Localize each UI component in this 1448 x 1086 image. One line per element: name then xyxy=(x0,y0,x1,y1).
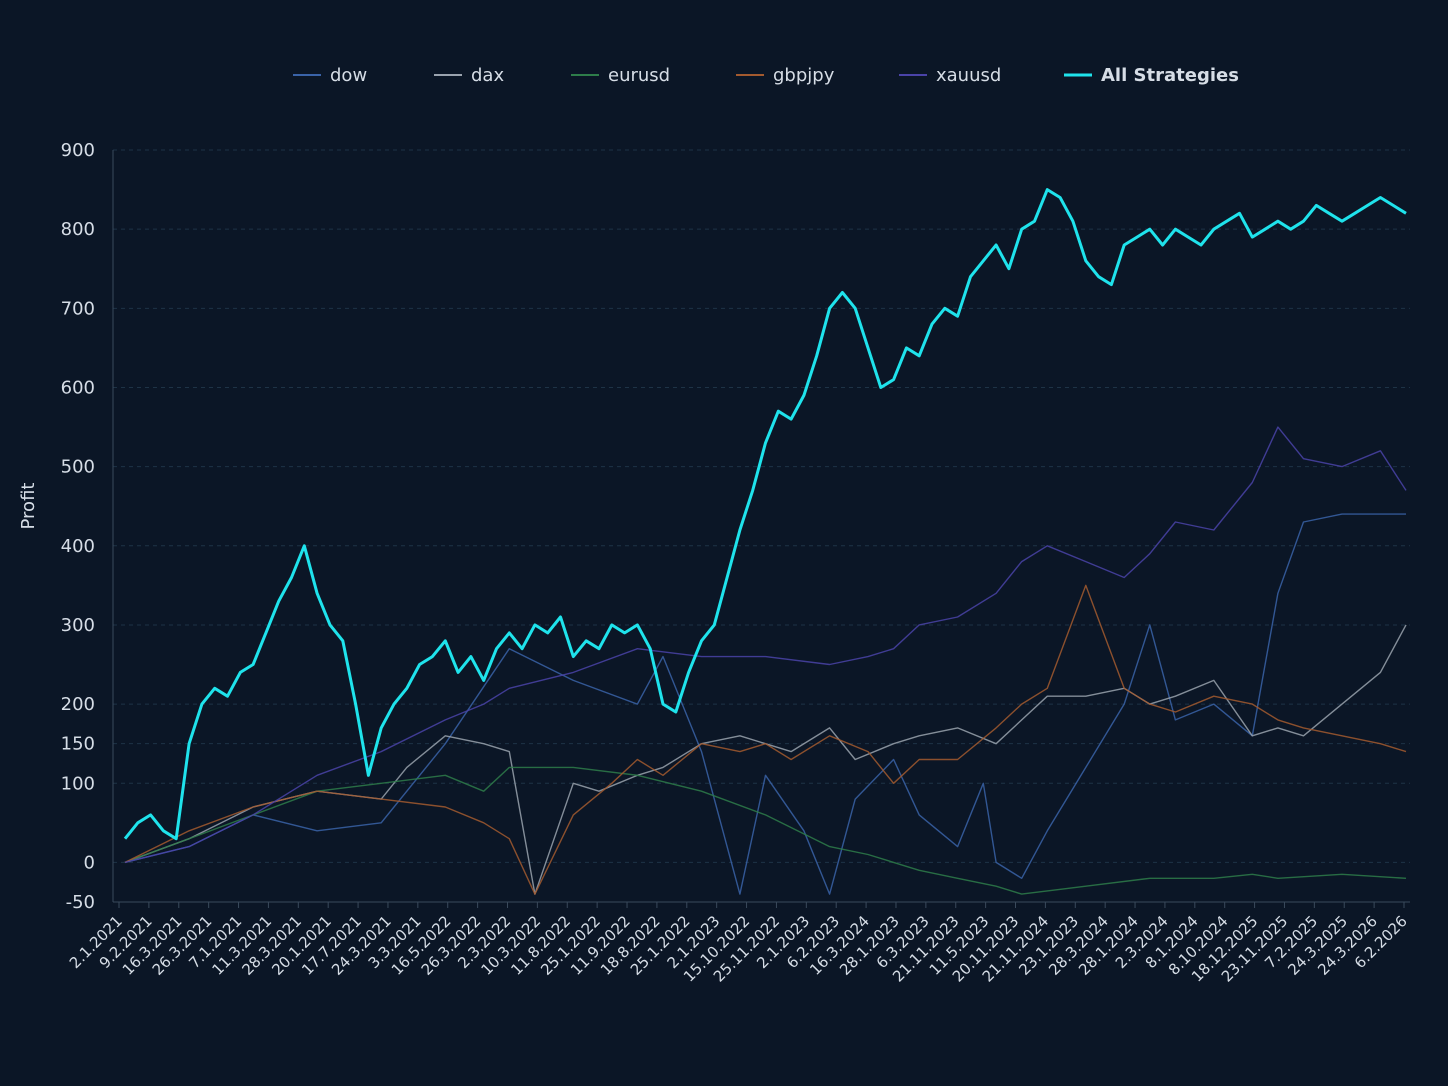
series-line-all-strategies xyxy=(123,188,1407,841)
legend-item-xauusd: xauusd xyxy=(899,65,1001,86)
legend-label: dax xyxy=(471,65,504,86)
legend-item-gbpjpy: gbpjpy xyxy=(736,65,835,86)
y-tick-label: 800 xyxy=(61,219,95,240)
gridlines xyxy=(113,149,1410,903)
y-axis-label: Profit xyxy=(18,483,39,530)
legend-item-all-strategies: All Strategies xyxy=(1064,65,1239,86)
series-line-xauusd xyxy=(124,426,1407,864)
series-line-dow xyxy=(124,513,1406,895)
y-tick-label: 150 xyxy=(61,734,95,755)
series-line-eurusd xyxy=(124,766,1407,895)
legend-item-dow: dow xyxy=(293,65,367,86)
legend-item-dax: dax xyxy=(434,65,504,86)
series-line-gbpjpy xyxy=(124,584,1407,895)
series-lines xyxy=(123,188,1407,895)
y-tick-label: 600 xyxy=(61,377,95,398)
series-line-dax xyxy=(124,624,1407,895)
y-tick-label: 100 xyxy=(61,773,95,794)
y-tick-label: -50 xyxy=(66,892,95,913)
y-tick-label: 400 xyxy=(61,536,95,557)
y-tick-label: 700 xyxy=(61,298,95,319)
legend-label: dow xyxy=(330,65,367,86)
y-tick-label: 200 xyxy=(61,694,95,715)
axes xyxy=(112,150,1410,903)
legend-label: gbpjpy xyxy=(773,65,835,86)
y-tick-label: 300 xyxy=(61,615,95,636)
y-tick-label: 0 xyxy=(84,852,95,873)
legend-item-eurusd: eurusd xyxy=(571,65,670,86)
y-axis-ticks: -50 0 100 150 200 300 400 500 600 700 800 900 xyxy=(61,140,95,913)
y-tick-label: 900 xyxy=(61,140,95,161)
y-tick-label: 500 xyxy=(61,457,95,478)
legend: dow dax eurusd gbpjpy xauusd All Strategies xyxy=(293,65,1239,86)
legend-label: xauusd xyxy=(936,65,1001,86)
legend-label: All Strategies xyxy=(1101,65,1239,86)
legend-label: eurusd xyxy=(608,65,670,86)
x-axis-ticks: 2.1.20219.2.202116.3.202126.3.20217.1.20… xyxy=(66,902,1411,986)
